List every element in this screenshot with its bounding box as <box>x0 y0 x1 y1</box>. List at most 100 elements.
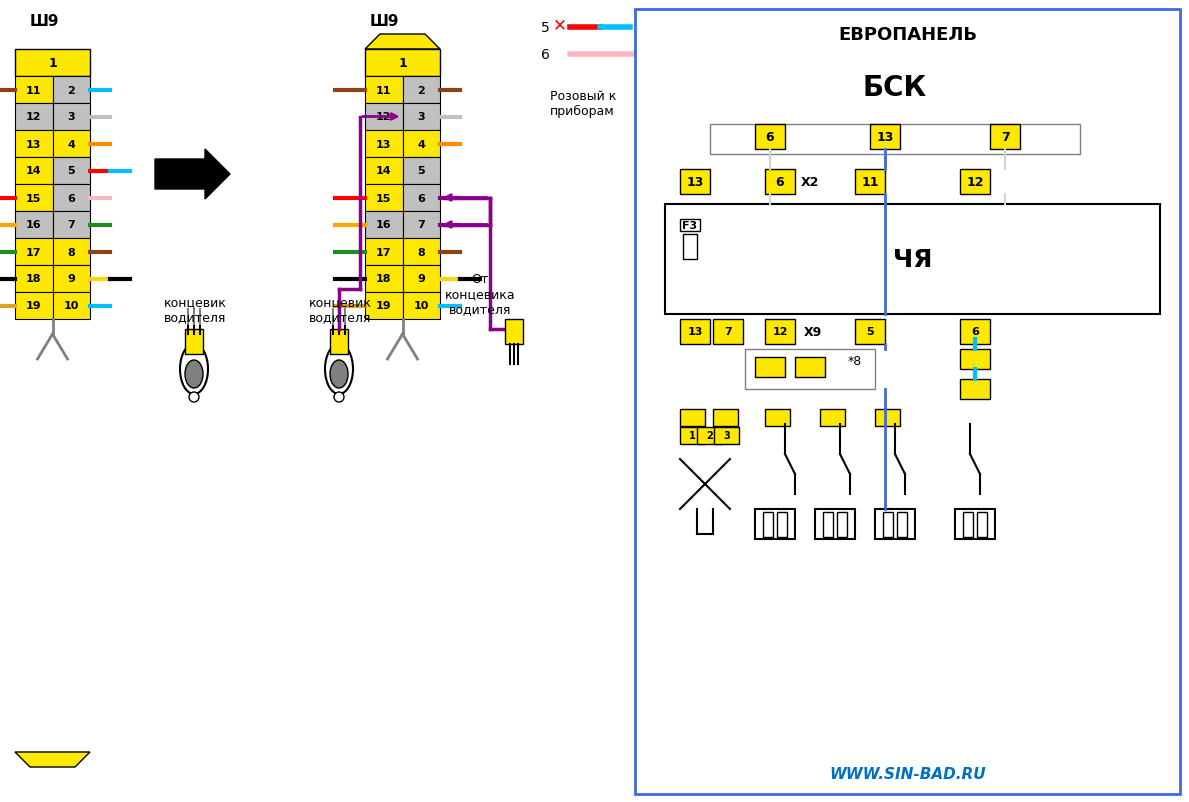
Bar <box>680 427 705 444</box>
Text: 13: 13 <box>26 140 42 149</box>
Bar <box>403 184 440 212</box>
Bar <box>713 320 743 345</box>
Text: концевик
водителя: концевик водителя <box>164 296 226 323</box>
Text: 15: 15 <box>376 193 391 203</box>
Bar <box>365 50 440 77</box>
Text: 11: 11 <box>376 85 391 95</box>
Text: 1: 1 <box>398 57 407 70</box>
Bar <box>755 358 785 378</box>
Text: 9: 9 <box>417 274 426 284</box>
Bar <box>875 509 916 539</box>
Text: 5: 5 <box>541 21 551 35</box>
Bar <box>960 379 990 399</box>
Bar <box>15 158 52 184</box>
Bar <box>755 125 785 150</box>
Circle shape <box>680 460 730 509</box>
Text: X9: X9 <box>804 326 822 338</box>
Bar <box>505 320 523 345</box>
Text: 12: 12 <box>26 112 42 123</box>
Bar <box>52 184 90 212</box>
Text: 3: 3 <box>723 431 730 441</box>
Bar <box>990 125 1020 150</box>
Text: 6: 6 <box>417 193 426 203</box>
Bar <box>403 131 440 158</box>
Bar <box>365 293 403 320</box>
Bar <box>365 184 403 212</box>
Bar <box>15 50 90 77</box>
Text: 13: 13 <box>687 327 703 337</box>
Bar <box>960 170 990 195</box>
Text: Розовый к
приборам: Розовый к приборам <box>551 90 616 118</box>
Bar <box>365 158 403 184</box>
Text: 16: 16 <box>376 221 391 230</box>
Text: 10: 10 <box>414 301 429 311</box>
Text: 12: 12 <box>967 176 983 188</box>
Text: 15: 15 <box>26 193 42 203</box>
Bar <box>365 104 403 131</box>
Bar <box>765 320 795 345</box>
Bar <box>52 265 90 293</box>
Text: 6: 6 <box>766 131 774 144</box>
Text: 5: 5 <box>68 166 75 176</box>
Bar <box>15 104 52 131</box>
Bar <box>365 212 403 239</box>
Text: 7: 7 <box>724 327 732 337</box>
Bar <box>365 265 403 293</box>
Bar <box>665 205 1160 314</box>
Text: БСК: БСК <box>863 74 927 101</box>
Bar <box>820 410 845 427</box>
Text: 7: 7 <box>68 221 75 230</box>
Polygon shape <box>155 150 229 200</box>
Bar <box>955 509 995 539</box>
Bar <box>680 410 705 427</box>
Bar <box>52 293 90 320</box>
Text: Ш9: Ш9 <box>30 14 59 30</box>
Wedge shape <box>870 534 882 542</box>
Text: 5: 5 <box>417 166 424 176</box>
Text: 5: 5 <box>867 327 874 337</box>
Text: 17: 17 <box>26 247 42 257</box>
Bar <box>185 330 203 354</box>
Text: 16: 16 <box>26 221 42 230</box>
Bar <box>765 170 795 195</box>
Text: 2: 2 <box>706 431 713 441</box>
Text: 1: 1 <box>48 57 57 70</box>
Bar <box>331 330 348 354</box>
Bar <box>15 131 52 158</box>
Ellipse shape <box>331 361 348 388</box>
Text: 7: 7 <box>417 221 426 230</box>
Bar <box>52 239 90 265</box>
Bar <box>52 77 90 104</box>
Bar <box>963 512 973 537</box>
Bar <box>680 170 710 195</box>
Bar <box>15 184 52 212</box>
Bar <box>680 320 710 345</box>
Text: 13: 13 <box>876 131 894 144</box>
Bar <box>635 10 1179 794</box>
Text: 6: 6 <box>541 48 551 62</box>
Text: 8: 8 <box>417 247 426 257</box>
Ellipse shape <box>185 361 203 388</box>
Text: 7: 7 <box>1001 131 1009 144</box>
Text: От
концевика
водителя: От концевика водителя <box>445 273 515 316</box>
Text: Ш9: Ш9 <box>370 14 400 30</box>
Bar <box>710 125 1080 155</box>
Polygon shape <box>365 35 440 50</box>
Bar <box>403 77 440 104</box>
Text: 14: 14 <box>26 166 42 176</box>
Bar <box>403 265 440 293</box>
Bar <box>870 125 900 150</box>
Text: 13: 13 <box>376 140 391 149</box>
Bar <box>365 239 403 265</box>
Bar <box>875 410 900 427</box>
Bar <box>776 512 787 537</box>
Bar <box>403 104 440 131</box>
Text: 19: 19 <box>376 301 391 311</box>
Wedge shape <box>751 534 762 542</box>
Bar <box>960 320 990 345</box>
Text: X2: X2 <box>801 176 819 188</box>
Text: 11: 11 <box>861 176 879 188</box>
Bar <box>715 427 740 444</box>
FancyBboxPatch shape <box>710 50 1080 125</box>
Text: *8: *8 <box>848 355 862 368</box>
